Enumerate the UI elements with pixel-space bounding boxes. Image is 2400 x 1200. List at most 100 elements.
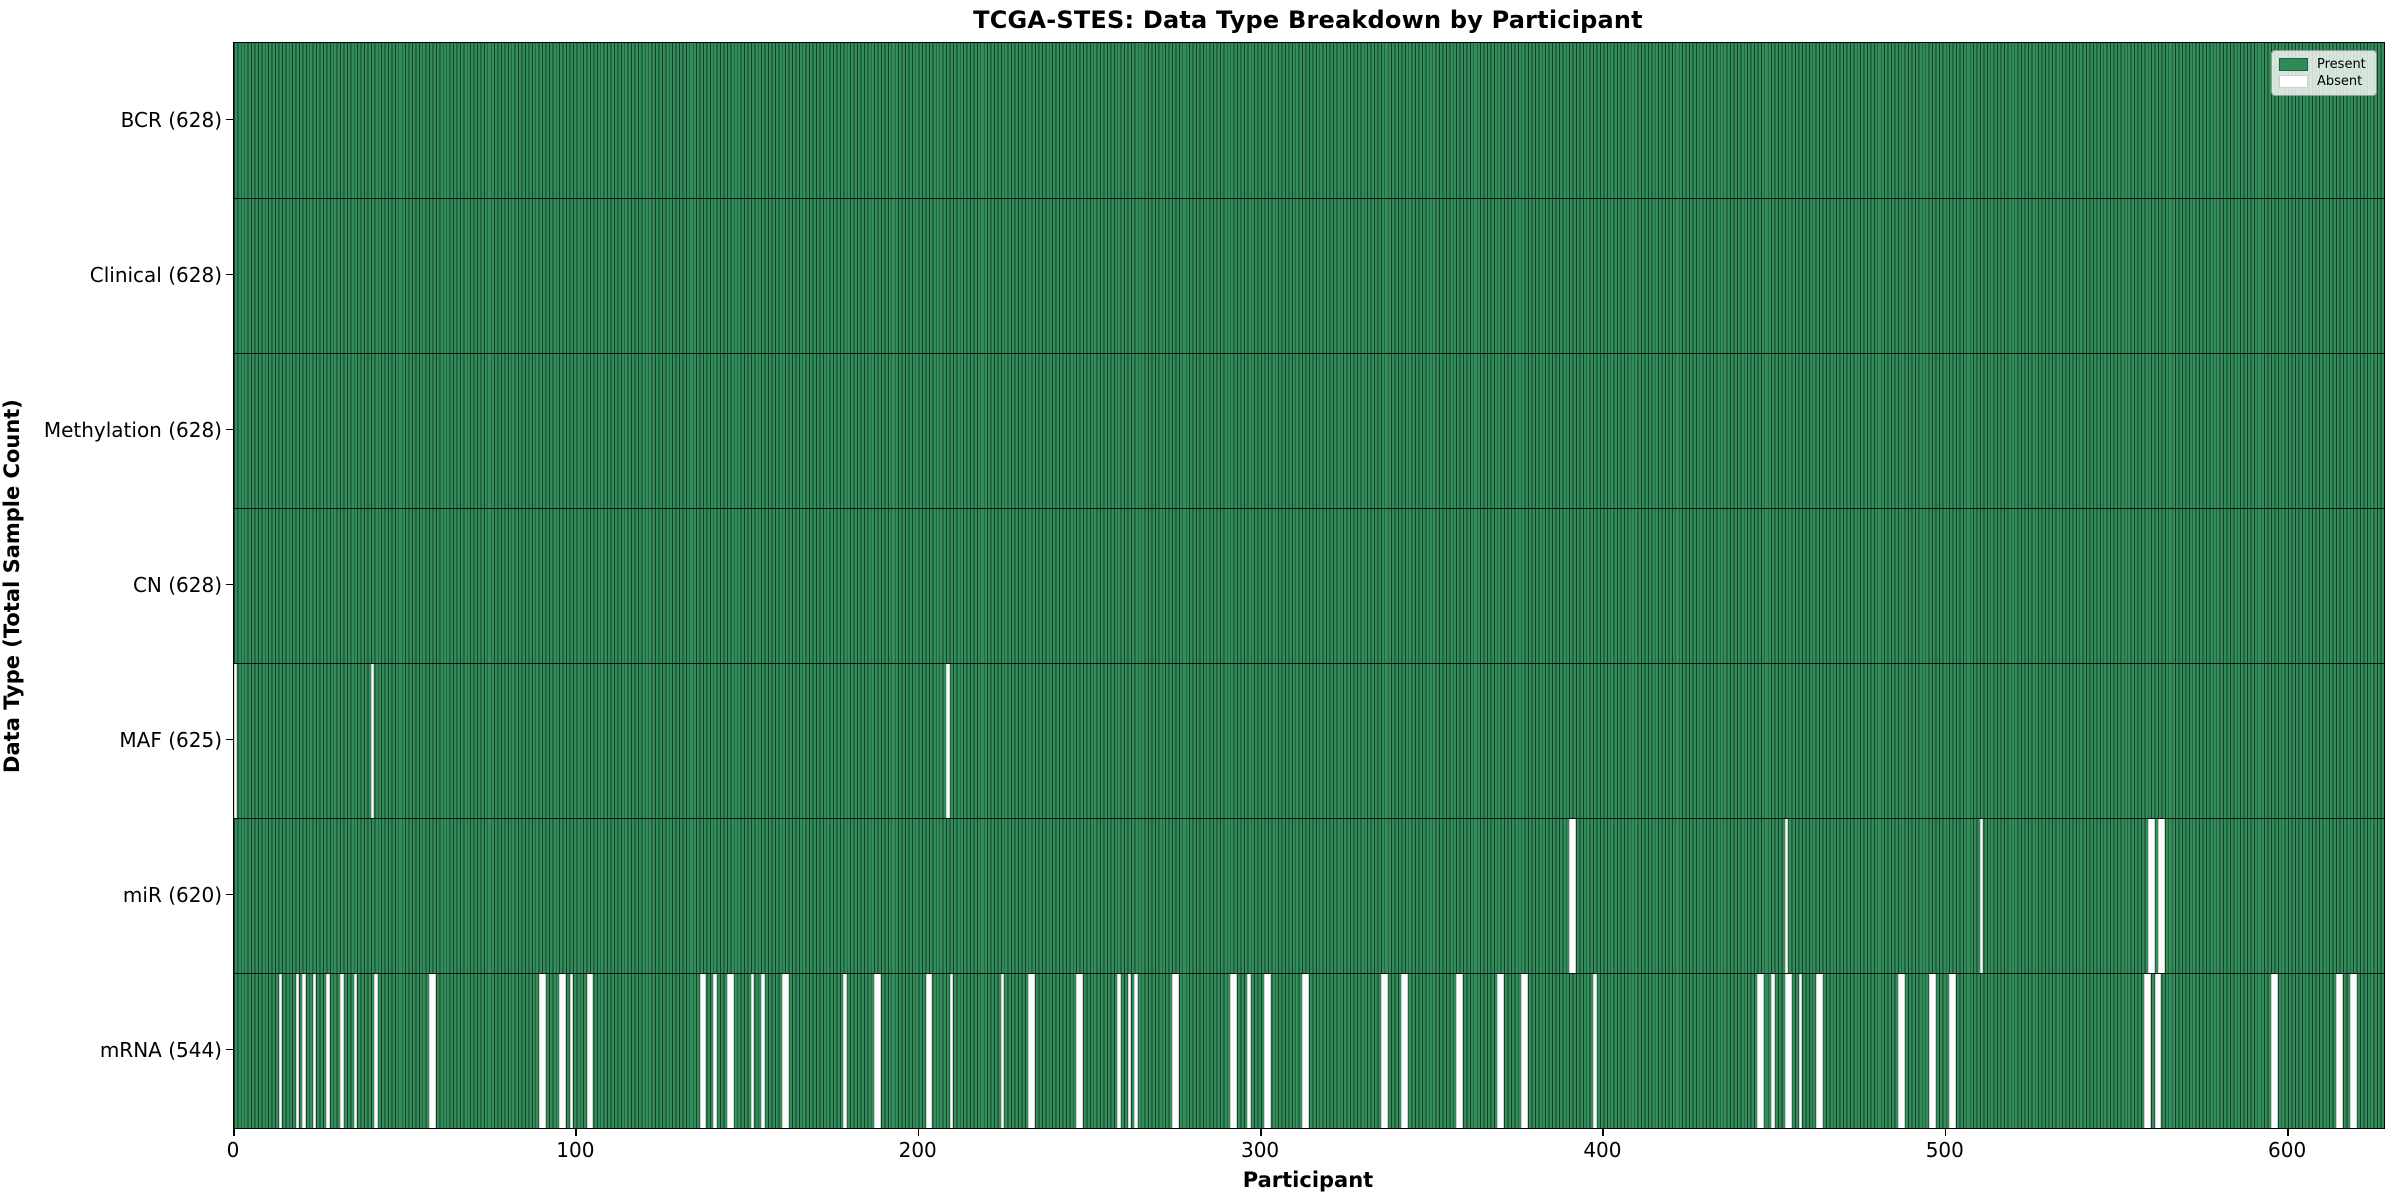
xtick-mark [1944, 1128, 1947, 1136]
absent-mark [1000, 974, 1005, 1128]
xtick-mark [575, 1128, 577, 1136]
absent-mark [1798, 974, 1802, 1128]
absent-mark [2271, 974, 2278, 1128]
x-axis-title: Participant [1242, 1168, 1374, 1192]
absent-mark [569, 974, 573, 1128]
xtick-mark [1260, 1128, 1262, 1136]
present-swatch-icon [2279, 58, 2308, 71]
absent-mark [1569, 819, 1577, 973]
absent-mark [538, 974, 546, 1128]
absent-mark [949, 974, 953, 1128]
chart-title: TCGA-STES: Data Type Breakdown by Partic… [973, 6, 1643, 34]
absent-mark [1302, 974, 1309, 1128]
ytick-label-mir: miR (620) [122, 882, 222, 907]
row-mrna [234, 973, 2384, 1128]
absent-mark [1980, 819, 1984, 973]
absent-mark [781, 974, 789, 1128]
ytick-mark [226, 428, 233, 431]
legend-item-absent: Absent [2279, 73, 2368, 90]
absent-mark [312, 974, 317, 1128]
absent-mark [1247, 974, 1251, 1128]
absent-mark [1230, 974, 1238, 1128]
xtick-label-300: 300 [1240, 1138, 1280, 1162]
absent-mark [1897, 974, 1905, 1128]
absent-mark [2336, 974, 2343, 1128]
row-mir [234, 818, 2384, 973]
xtick-label-200: 200 [898, 1138, 937, 1162]
legend-label-absent: Absent [2317, 74, 2363, 89]
absent-mark [1497, 974, 1505, 1128]
row-bcr [234, 43, 2384, 198]
ytick-mark [226, 118, 233, 121]
absent-mark [2144, 974, 2152, 1128]
absent-mark [1771, 974, 1775, 1128]
absent-mark [302, 974, 306, 1128]
absent-mark [1784, 974, 1792, 1128]
xtick-mark [2287, 1128, 2289, 1136]
absent-mark [1076, 974, 1084, 1128]
absent-mark [1401, 974, 1409, 1128]
absent-mark [1380, 974, 1388, 1128]
absent-mark [1117, 974, 1121, 1128]
absent-mark [2147, 819, 2155, 973]
absent-mark [726, 974, 734, 1128]
absent-mark [340, 974, 344, 1128]
absent-mark [843, 974, 847, 1128]
absent-mark [1928, 974, 1936, 1128]
absent-mark [1784, 819, 1789, 973]
absent-mark [1593, 974, 1597, 1128]
absent-mark [326, 974, 330, 1128]
absent-mark [295, 974, 300, 1128]
absent-mark [1949, 974, 1957, 1128]
absent-mark [2349, 974, 2357, 1128]
ytick-label-methylation: Methylation (628) [43, 417, 222, 442]
absent-mark [874, 974, 882, 1128]
ytick-label-bcr: BCR (628) [120, 107, 222, 132]
absent-mark [1028, 974, 1036, 1128]
xtick-label-400: 400 [1583, 1138, 1622, 1162]
legend: Present Absent [2271, 50, 2377, 96]
absent-mark [278, 974, 282, 1128]
absent-mark [374, 974, 378, 1128]
absent-mark [1521, 974, 1529, 1128]
ytick-mark [226, 1048, 233, 1051]
absent-swatch-icon [2279, 75, 2308, 88]
xtick-mark [233, 1128, 235, 1136]
ytick-label-cn: CN (628) [132, 572, 222, 597]
xtick-label-500: 500 [1925, 1138, 1964, 1162]
legend-item-present: Present [2279, 56, 2368, 73]
absent-mark [1757, 974, 1765, 1128]
absent-mark [699, 974, 707, 1128]
ytick-mark [226, 583, 233, 586]
absent-mark [1172, 974, 1179, 1128]
ytick-mark [226, 738, 233, 741]
row-cn [234, 508, 2384, 663]
xtick-label-600: 600 [2268, 1138, 2307, 1162]
absent-mark [761, 974, 765, 1128]
absent-mark [946, 664, 950, 818]
row-methylation [234, 353, 2384, 508]
absent-mark [750, 974, 755, 1128]
legend-label-present: Present [2317, 57, 2366, 72]
absent-mark [1264, 974, 1272, 1128]
absent-mark [429, 974, 436, 1128]
xtick-label-100: 100 [556, 1138, 595, 1162]
absent-mark [1456, 974, 1464, 1128]
ytick-mark [226, 273, 233, 276]
absent-mark [559, 974, 567, 1128]
xtick-label-0: 0 [226, 1138, 240, 1162]
ytick-label-maf: MAF (625) [119, 727, 222, 752]
absent-mark [713, 974, 717, 1128]
row-maf [234, 663, 2384, 818]
ytick-label-mrna: mRNA (544) [99, 1037, 222, 1062]
ytick-label-clinical: Clinical (628) [89, 262, 222, 287]
absent-mark [2158, 819, 2165, 973]
row-clinical [234, 198, 2384, 353]
absent-mark [1127, 974, 1131, 1128]
absent-mark [1815, 974, 1823, 1128]
absent-mark [925, 974, 933, 1128]
xtick-mark [1602, 1128, 1604, 1136]
absent-mark [353, 974, 358, 1128]
absent-mark [234, 664, 238, 818]
